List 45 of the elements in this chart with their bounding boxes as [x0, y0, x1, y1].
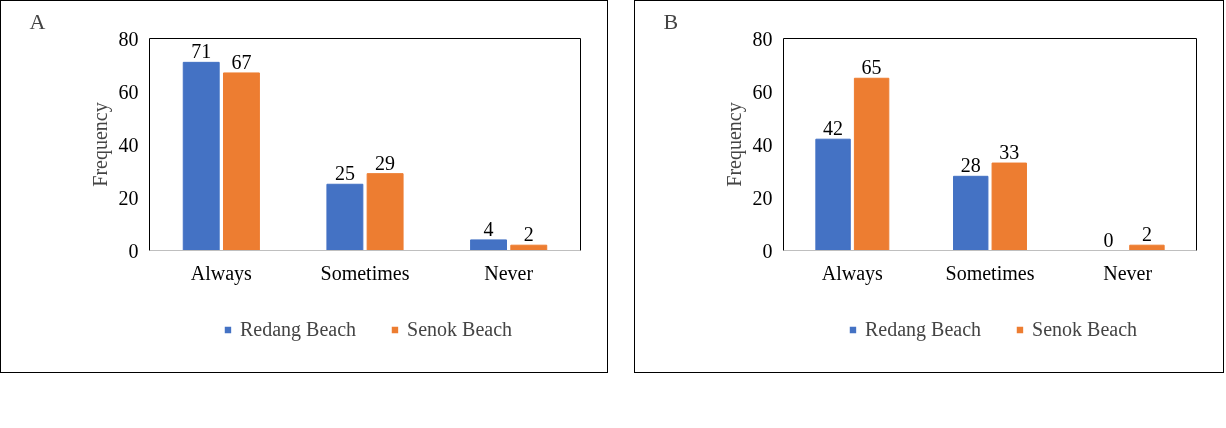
x-tick-label: Never	[1103, 261, 1153, 284]
data-label: 67	[231, 50, 252, 73]
data-label: 0	[1103, 228, 1114, 251]
data-label: 42	[823, 117, 844, 140]
x-tick-label: Always	[821, 261, 884, 285]
legend-label: Redang Beach	[864, 317, 982, 341]
data-label: 33	[999, 141, 1020, 164]
bar	[470, 239, 508, 251]
y-tick-label: 60	[752, 80, 773, 103]
chart-title: B	[663, 8, 679, 34]
bar	[953, 175, 989, 251]
y-tick-label: 40	[118, 133, 139, 156]
data-label: 29	[375, 151, 396, 174]
bar	[853, 77, 890, 251]
data-label: 28	[960, 154, 981, 177]
y-axis-title: Frequency	[88, 102, 112, 187]
legend-label: Senok Beach	[407, 317, 513, 341]
y-tick-label: 40	[752, 133, 773, 156]
bar	[182, 61, 220, 251]
data-label: 71	[191, 40, 212, 63]
bar	[991, 162, 1027, 251]
x-tick-label: Sometimes	[320, 261, 410, 284]
x-tick-label: Always	[190, 261, 253, 285]
y-tick-label: 0	[762, 239, 773, 262]
data-label: 4	[483, 217, 494, 240]
y-tick-label: 20	[752, 186, 773, 209]
data-label: 2	[1141, 223, 1152, 246]
legend-label: Redang Beach	[239, 317, 357, 341]
x-tick-label: Sometimes	[945, 261, 1035, 284]
y-tick-label: 80	[752, 27, 773, 50]
x-tick-label: Never	[484, 261, 534, 284]
y-tick-label: 20	[118, 186, 139, 209]
y-axis-title: Frequency	[722, 102, 746, 187]
y-tick-label: 0	[128, 239, 139, 262]
bar	[815, 138, 851, 251]
bar	[366, 173, 404, 251]
data-label: 25	[334, 162, 355, 185]
data-label: 65	[861, 56, 882, 79]
data-label: 2	[523, 223, 534, 246]
legend-label: Senok Beach	[1032, 317, 1138, 341]
y-tick-label: 60	[118, 80, 139, 103]
y-tick-label: 80	[118, 27, 139, 50]
bar	[222, 72, 260, 251]
chart-title: A	[29, 8, 46, 34]
bar	[326, 183, 364, 251]
